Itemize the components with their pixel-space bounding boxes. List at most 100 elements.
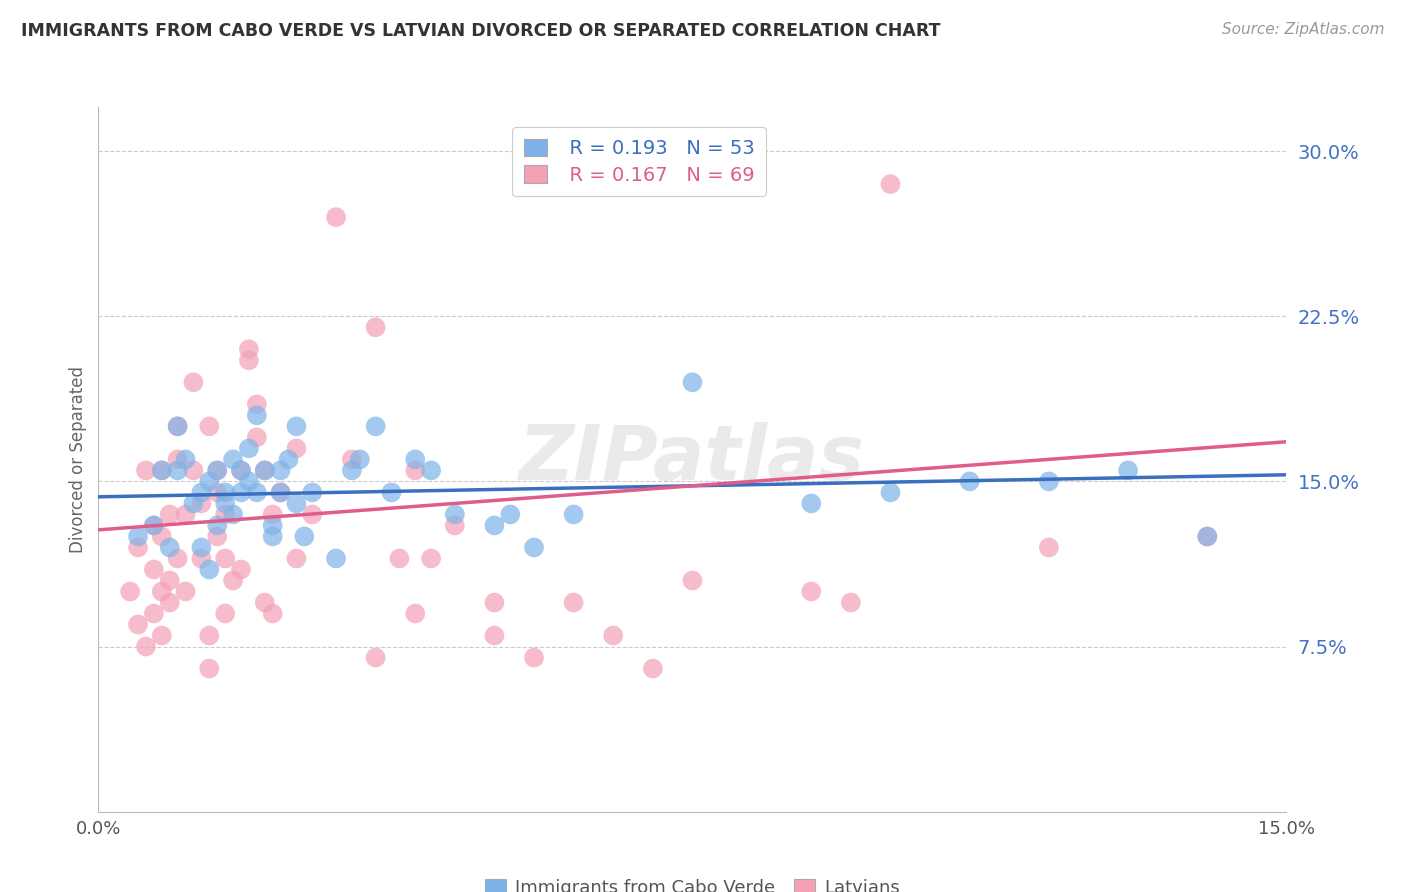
Point (340, 452, 363, 467)
Point (174, 452, 197, 467)
Point (229, 463, 252, 477)
Point (340, 463, 363, 477)
Point (301, 485, 323, 500)
Point (205, 463, 228, 477)
Point (222, 508, 245, 522)
Point (246, 430, 269, 444)
Point (1038, 475, 1060, 489)
Point (150, 628, 173, 642)
Point (198, 628, 221, 642)
Point (214, 485, 236, 500)
Point (270, 463, 292, 477)
Point (183, 463, 205, 477)
Point (150, 529, 173, 543)
Point (364, 320, 387, 334)
Point (285, 496, 308, 510)
Point (205, 518, 228, 533)
Point (262, 518, 284, 533)
Point (222, 452, 245, 467)
Point (380, 485, 402, 500)
Point (499, 508, 522, 522)
Point (602, 628, 624, 642)
Point (183, 496, 205, 510)
Point (404, 452, 426, 467)
Point (198, 475, 221, 489)
Point (262, 529, 284, 543)
Point (142, 518, 165, 533)
Point (1197, 529, 1219, 543)
Point (214, 607, 236, 621)
Point (404, 463, 426, 477)
Point (253, 595, 276, 609)
Point (681, 574, 703, 588)
Point (562, 595, 585, 609)
Point (325, 551, 347, 566)
Point (166, 452, 188, 467)
Point (364, 650, 387, 665)
Point (420, 463, 443, 477)
Legend: Immigrants from Cabo Verde, Latvians: Immigrants from Cabo Verde, Latvians (475, 870, 910, 892)
Point (246, 485, 269, 500)
Text: IMMIGRANTS FROM CABO VERDE VS LATVIAN DIVORCED OR SEPARATED CORRELATION CHART: IMMIGRANTS FROM CABO VERDE VS LATVIAN DI… (21, 22, 941, 40)
Point (349, 452, 371, 467)
Point (238, 475, 260, 489)
Point (238, 353, 260, 368)
Point (484, 595, 506, 609)
Point (214, 508, 236, 522)
Point (262, 607, 284, 621)
Point (135, 463, 157, 477)
Point (262, 508, 284, 522)
Point (214, 496, 236, 510)
Point (1197, 529, 1219, 543)
Point (238, 343, 260, 357)
Point (229, 485, 252, 500)
Point (800, 496, 823, 510)
Point (174, 508, 197, 522)
Point (190, 496, 212, 510)
Point (127, 541, 149, 555)
Point (150, 463, 173, 477)
Point (277, 452, 299, 467)
Point (270, 485, 292, 500)
Point (222, 574, 245, 588)
Point (205, 529, 228, 543)
Point (1038, 541, 1060, 555)
Point (127, 617, 149, 632)
Point (198, 662, 221, 676)
Point (285, 419, 308, 434)
Point (325, 210, 347, 224)
Point (166, 463, 188, 477)
Point (270, 485, 292, 500)
Point (198, 419, 221, 434)
Point (190, 541, 212, 555)
Point (166, 419, 188, 434)
Point (1116, 463, 1139, 477)
Point (142, 518, 165, 533)
Point (879, 485, 901, 500)
Point (214, 551, 236, 566)
Point (301, 508, 323, 522)
Point (198, 562, 221, 576)
Point (388, 551, 411, 566)
Point (159, 508, 181, 522)
Point (285, 551, 308, 566)
Point (229, 463, 252, 477)
Point (229, 562, 252, 576)
Point (238, 442, 260, 456)
Point (205, 463, 228, 477)
Point (364, 419, 387, 434)
Point (444, 508, 467, 522)
Point (285, 442, 308, 456)
Y-axis label: Divorced or Separated: Divorced or Separated (69, 366, 87, 553)
Point (246, 397, 269, 411)
Point (159, 541, 181, 555)
Point (120, 584, 142, 599)
Point (190, 551, 212, 566)
Point (292, 529, 315, 543)
Point (150, 584, 173, 599)
Point (641, 662, 664, 676)
Point (420, 551, 443, 566)
Point (681, 376, 703, 390)
Point (166, 419, 188, 434)
Point (404, 607, 426, 621)
